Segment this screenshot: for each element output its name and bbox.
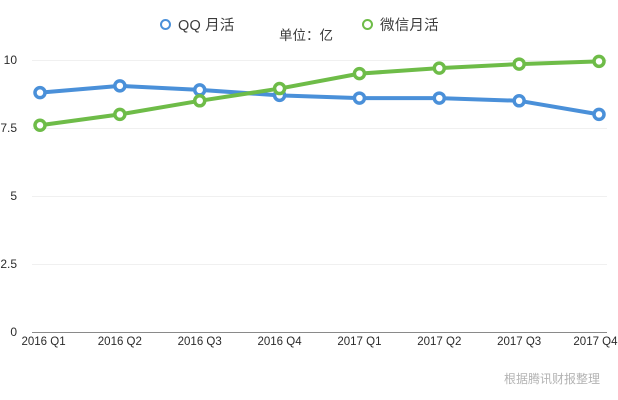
x-axis-line [32,332,607,333]
data-point-marker[interactable] [512,94,526,108]
series-line [38,59,601,128]
gridline [32,196,607,197]
x-tick-label: 2016 Q4 [257,336,302,348]
data-point-marker[interactable] [512,57,526,71]
chart-footnote: 根据腾讯财报整理 [503,372,600,386]
legend-label-qq: QQ 月活 [178,18,235,34]
data-point-marker[interactable] [192,83,207,97]
x-tick-label: 2017 Q3 [497,336,542,348]
plot-area: 0 2.5 5 7.5 10 2016 Q1 2016 Q2 2016 Q3 2016 Q4 2… [0,53,617,348]
series-plot [33,54,606,133]
x-tick-label: 2017 Q2 [417,336,462,348]
chart-legend: QQ 月活 微信月活 [0,14,618,48]
y-tick-label: 5 [10,189,17,203]
legend-item-qq[interactable]: QQ 月活 [160,14,235,35]
x-tick-label: 2016 Q1 [21,336,66,348]
x-tick-label: 2017 Q1 [337,336,382,348]
data-point-marker[interactable] [432,61,447,75]
y-tick-label: 2.5 [0,257,17,271]
legend-marker-circle-icon [362,19,373,30]
data-point-marker[interactable] [592,107,606,122]
data-point-marker[interactable] [352,91,367,105]
data-point-marker[interactable] [113,79,127,93]
legend-label-wechat: 微信月活 [380,18,439,34]
y-tick-label: 7.5 [0,121,17,135]
x-tick-label: 2016 Q3 [177,336,222,348]
x-tick-label: 2016 Q2 [97,336,142,348]
x-tick-label: 2017 Q4 [573,336,618,348]
data-point-marker[interactable] [192,94,207,108]
y-tick-label: 0 [10,325,17,339]
data-point-marker[interactable] [33,85,47,100]
gridline [32,128,607,129]
data-point-marker[interactable] [592,54,606,69]
data-point-marker[interactable] [432,91,447,105]
legend-marker-circle-icon [160,19,171,30]
gridline [32,264,607,265]
gridline [32,60,607,61]
data-point-marker[interactable] [113,107,127,122]
data-point-marker[interactable] [352,66,367,81]
data-point-marker[interactable] [33,118,47,133]
unit-note: 单位：亿 [279,28,333,43]
legend-item-wechat[interactable]: 微信月活 [362,14,439,35]
data-point-marker[interactable] [272,81,287,96]
series-line [38,83,601,117]
y-tick-label: 10 [3,53,17,67]
